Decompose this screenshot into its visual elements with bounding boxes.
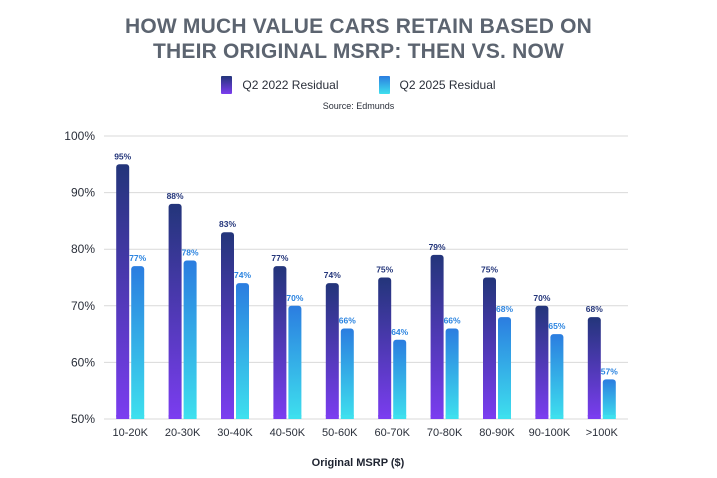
bar-base-2022 xyxy=(430,415,444,419)
x-tick-label: 50-60K xyxy=(322,427,358,439)
bar-base-2025 xyxy=(236,415,249,419)
legend: Q2 2022 Residual Q2 2025 Residual xyxy=(0,76,717,94)
x-tick-label: 10-20K xyxy=(112,427,148,439)
bar-2022 xyxy=(116,164,130,419)
chart-title-line-2: THEIR ORIGINAL MSRP: THEN VS. NOW xyxy=(152,40,565,63)
y-tick-label: 70% xyxy=(71,299,95,313)
data-label-2022: 83% xyxy=(219,219,236,229)
bar-2022 xyxy=(378,277,392,419)
bar-base-2025 xyxy=(393,415,407,419)
bar-2025 xyxy=(340,328,354,419)
bar-2022 xyxy=(168,203,182,419)
legend-swatch-2022 xyxy=(221,76,233,94)
bar-base-2022 xyxy=(168,415,182,419)
data-label-2022: 70% xyxy=(533,293,550,303)
y-tick-label: 50% xyxy=(71,412,95,426)
x-tick-label: >100K xyxy=(586,427,619,439)
bar-2025 xyxy=(236,283,249,419)
bar-2025 xyxy=(445,328,459,419)
bar-base-2025 xyxy=(288,415,302,419)
bar-base-2025 xyxy=(550,415,564,419)
data-label-2022: 79% xyxy=(429,242,446,252)
x-axis-title: Original MSRP ($) xyxy=(312,457,405,469)
y-tick-label: 80% xyxy=(71,242,95,256)
data-label-2022: 75% xyxy=(376,265,393,275)
data-label-2022: 77% xyxy=(271,253,288,263)
data-label-2022: 75% xyxy=(481,265,498,275)
legend-label-2025: Q2 2025 Residual xyxy=(399,78,496,92)
x-tick-label: 40-50K xyxy=(270,427,306,439)
bar-base-2022 xyxy=(221,415,234,419)
bar-base-2025 xyxy=(498,415,511,419)
bar-2022 xyxy=(273,266,287,419)
data-label-2025: 77% xyxy=(129,253,146,263)
y-tick-label: 100% xyxy=(64,129,95,143)
data-label-2025: 64% xyxy=(391,327,408,337)
x-tick-label: 60-70K xyxy=(374,427,410,439)
bar-base-2025 xyxy=(131,415,145,419)
data-label-2022: 88% xyxy=(167,191,184,201)
bar-base-2025 xyxy=(445,415,459,419)
bar-base-2025 xyxy=(340,415,354,419)
bar-base-2022 xyxy=(535,415,549,419)
chart-title-line-1: HOW MUCH VALUE CARS RETAIN BASED ON xyxy=(124,15,593,38)
bar-base-2022 xyxy=(587,415,601,419)
bar-2022 xyxy=(221,232,234,419)
data-label-2022: 95% xyxy=(114,151,131,161)
x-tick-label: 80-90K xyxy=(479,427,515,439)
data-label-2025: 66% xyxy=(339,315,356,325)
bar-2022 xyxy=(483,277,496,419)
bar-base-2022 xyxy=(273,415,287,419)
bar-2022 xyxy=(535,305,549,419)
bar-base-2022 xyxy=(325,415,339,419)
bar-base-2022 xyxy=(483,415,496,419)
source-note: Source: Edmunds xyxy=(322,101,395,111)
bar-base-2025 xyxy=(183,415,197,419)
data-label-2025: 70% xyxy=(286,293,303,303)
bar-2022 xyxy=(587,317,601,419)
bar-base-2022 xyxy=(116,415,130,419)
bar-2025 xyxy=(550,334,564,419)
data-label-2022: 74% xyxy=(324,270,341,280)
data-label-2025: 65% xyxy=(548,321,565,331)
chart-title: HOW MUCH VALUE CARS RETAIN BASED ON THEI… xyxy=(0,14,717,64)
data-label-2025: 78% xyxy=(182,248,199,258)
y-tick-label: 90% xyxy=(71,186,95,200)
legend-item-2025: Q2 2025 Residual xyxy=(378,76,496,94)
bar-2025 xyxy=(393,339,407,419)
x-tick-label: 70-80K xyxy=(427,427,463,439)
bar-2025 xyxy=(288,305,302,419)
bar-2025 xyxy=(602,379,616,419)
legend-swatch-2025 xyxy=(378,76,390,94)
data-label-2022: 68% xyxy=(586,304,603,314)
x-tick-label: 20-30K xyxy=(165,427,201,439)
bar-2022 xyxy=(430,254,444,419)
data-label-2025: 74% xyxy=(234,270,251,280)
legend-label-2022: Q2 2022 Residual xyxy=(242,78,339,92)
bar-2025 xyxy=(131,266,145,419)
data-label-2025: 57% xyxy=(601,366,618,376)
bar-2025 xyxy=(183,260,197,419)
bar-2025 xyxy=(498,317,511,419)
legend-item-2022: Q2 2022 Residual xyxy=(221,76,339,94)
data-label-2025: 66% xyxy=(444,315,461,325)
bar-base-2022 xyxy=(378,415,392,419)
x-tick-label: 30-40K xyxy=(217,427,253,439)
bar-base-2025 xyxy=(602,415,616,419)
bar-2022 xyxy=(325,283,339,419)
x-tick-label: 90-100K xyxy=(529,427,571,439)
y-tick-label: 60% xyxy=(71,355,95,369)
data-label-2025: 68% xyxy=(496,304,513,314)
